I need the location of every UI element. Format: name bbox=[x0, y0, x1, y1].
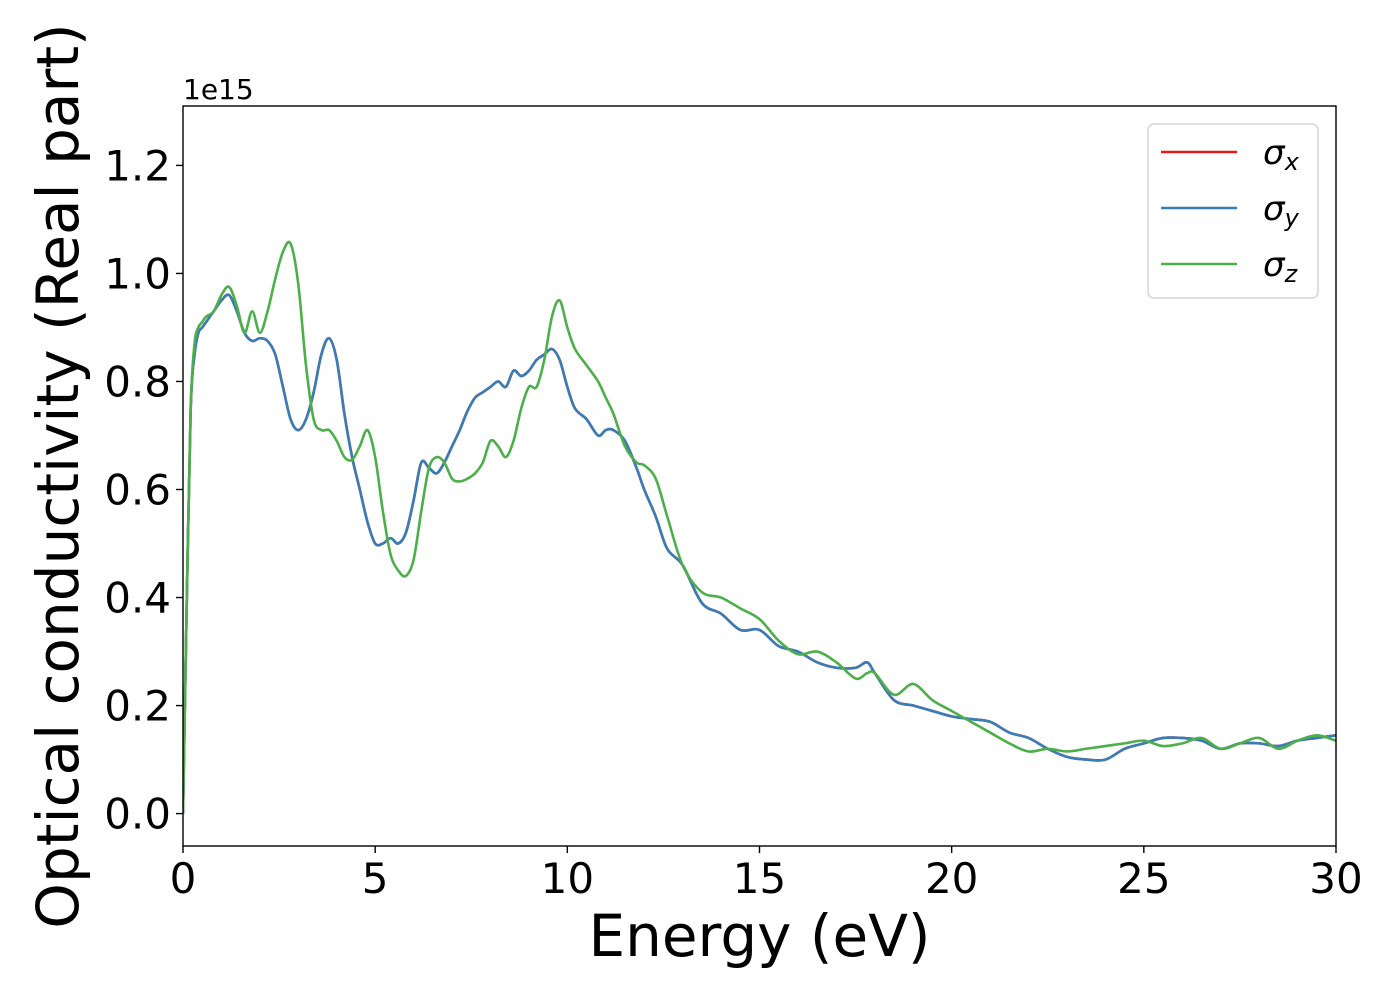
x-tick-label: 20 bbox=[925, 854, 978, 903]
x-tick-label: 15 bbox=[733, 854, 786, 903]
series-line-x bbox=[183, 293, 1336, 814]
y-tick-label: 0.4 bbox=[104, 574, 171, 623]
legend-box bbox=[1147, 123, 1319, 299]
x-axis-ticks: 0 5 10 15 20 25 30 bbox=[170, 846, 1363, 903]
x-axis-label: Energy (eV) bbox=[588, 902, 930, 970]
x-tick-label: 5 bbox=[362, 854, 389, 903]
y-tick-label: 0.2 bbox=[104, 682, 171, 731]
y-axis-ticks: 0.0 0.2 0.4 0.6 0.8 1.0 1.2 bbox=[104, 141, 183, 839]
y-tick-label: 1.2 bbox=[104, 141, 171, 190]
y-axis-offset-label: 1e15 bbox=[183, 73, 254, 106]
x-tick-label: 10 bbox=[541, 854, 594, 903]
x-tick-label: 30 bbox=[1309, 854, 1362, 903]
y-tick-label: 0.6 bbox=[104, 466, 171, 515]
y-tick-label: 0.0 bbox=[104, 790, 171, 839]
y-tick-label: 0.8 bbox=[104, 357, 171, 406]
y-tick-label: 1.0 bbox=[104, 249, 171, 298]
y-axis-label: Optical conductivity (Real part) bbox=[24, 23, 92, 928]
series-line-y bbox=[183, 293, 1336, 814]
series-layer bbox=[183, 240, 1336, 814]
x-tick-label: 0 bbox=[170, 854, 197, 903]
series-line-z bbox=[183, 240, 1336, 814]
x-tick-label: 25 bbox=[1117, 854, 1170, 903]
